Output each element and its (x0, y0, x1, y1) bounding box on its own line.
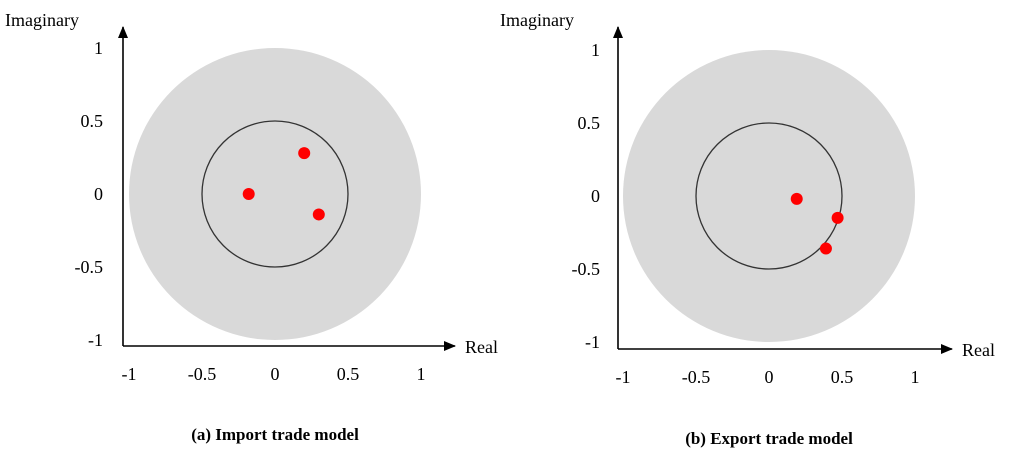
y-tick-label: -0.5 (75, 257, 104, 277)
pole-point (819, 242, 832, 255)
x-tick-label: -0.5 (682, 367, 711, 387)
x-axis-label: Real (962, 340, 995, 360)
x-tick-label: 1 (911, 367, 920, 387)
x-tick-label: 0 (765, 367, 774, 387)
pole-point (242, 188, 255, 200)
y-tick-label: 0 (591, 186, 600, 206)
unit-circle (695, 122, 843, 270)
panel-import-trade-model: Imaginary Real 1 0.5 0 -0.5 -1 -1 -0.5 0… (5, 10, 498, 444)
y-tick-label: -1 (585, 332, 600, 352)
pole-point (298, 147, 311, 160)
panel-export-trade-model: Imaginary Real 1 0.5 0 -0.5 -1 -1 -0.5 0… (500, 10, 995, 448)
stability-disk (623, 50, 915, 342)
pole-point (831, 211, 844, 224)
x-tick-label: -0.5 (188, 364, 217, 384)
x-axis-label: Real (465, 337, 498, 357)
x-tick-labels: -1 -0.5 0 0.5 1 (616, 367, 920, 387)
x-tick-label: 0.5 (831, 367, 854, 387)
unit-circle (201, 120, 349, 268)
x-tick-label: 0 (271, 364, 280, 384)
x-tick-label: -1 (616, 367, 631, 387)
panel-caption: (b) Export trade model (685, 429, 853, 448)
panel-caption: (a) Import trade model (191, 425, 359, 444)
pole-point (312, 208, 325, 221)
y-tick-label: 0.5 (578, 113, 601, 133)
y-tick-label: -0.5 (572, 259, 601, 279)
x-tick-label: 0.5 (337, 364, 360, 384)
y-tick-labels: 1 0.5 0 -0.5 -1 (572, 40, 601, 352)
y-tick-labels: 1 0.5 0 -0.5 -1 (75, 38, 104, 350)
pole-points (790, 192, 844, 255)
y-tick-label: 1 (94, 38, 103, 58)
y-tick-label: 0 (94, 184, 103, 204)
y-tick-label: -1 (88, 330, 103, 350)
y-axis-label: Imaginary (5, 10, 79, 30)
x-tick-labels: -1 -0.5 0 0.5 1 (122, 364, 426, 384)
y-axis-label: Imaginary (500, 10, 574, 30)
x-tick-label: -1 (122, 364, 137, 384)
stability-disk (129, 48, 421, 340)
pole-points (242, 147, 325, 221)
x-tick-label: 1 (417, 364, 426, 384)
y-tick-label: 0.5 (81, 111, 104, 131)
pole-point (790, 192, 803, 205)
y-tick-label: 1 (591, 40, 600, 60)
